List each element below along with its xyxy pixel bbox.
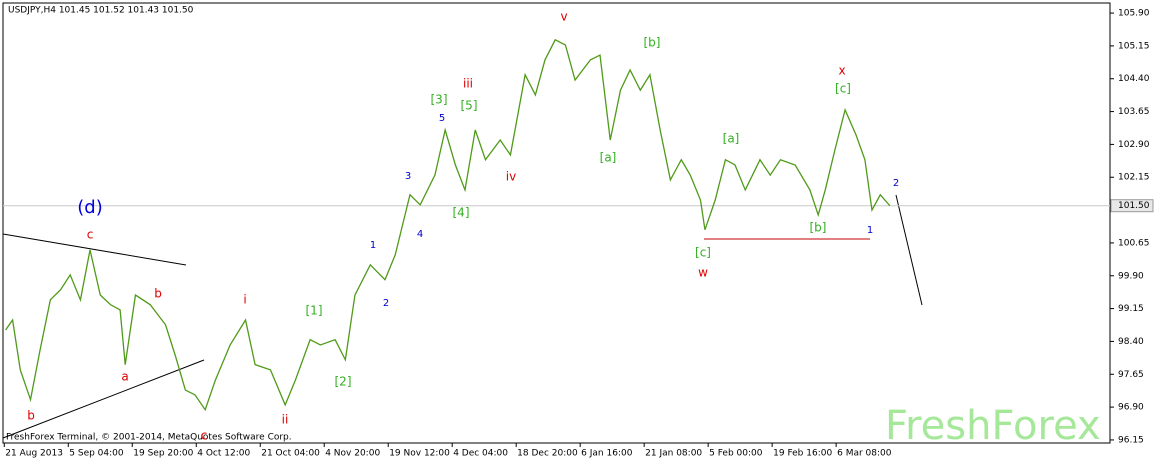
wave-label: [3]: [431, 93, 448, 107]
wave-label: iii: [463, 77, 473, 91]
x-tick-label: 19 Nov 12:00: [389, 449, 450, 459]
x-tick-label: 19 Sep 20:00: [133, 449, 193, 459]
y-tick-label: 102.90: [1118, 140, 1150, 150]
wave-label: [a]: [600, 151, 617, 165]
wave-label: 1: [370, 240, 376, 251]
wave-label: [2]: [335, 375, 352, 389]
x-tick-label: 6 Mar 08:00: [837, 449, 892, 459]
x-tick-label: 5 Sep 04:00: [69, 449, 124, 459]
x-tick-label: 5 Feb 00:00: [709, 449, 763, 459]
y-tick-label: 96.15: [1118, 435, 1144, 445]
y-tick-label: 105.90: [1118, 9, 1150, 19]
wave-label: a: [121, 370, 128, 384]
trend-line: [2, 233, 187, 266]
y-tick-label: 104.40: [1118, 74, 1150, 84]
x-tick-label: 19 Feb 16:00: [773, 449, 832, 459]
x-tick-label: 6 Jan 16:00: [581, 449, 633, 459]
wave-label: c: [87, 228, 94, 242]
y-tick-label: 100.65: [1118, 238, 1150, 248]
y-tick-label: 98.40: [1118, 337, 1144, 347]
wave-label: c: [201, 429, 208, 443]
wave-label: [a]: [723, 132, 740, 146]
y-tick-label: 99.90: [1118, 271, 1144, 281]
y-tick-label: 96.90: [1118, 403, 1144, 413]
wave-label: [b]: [644, 36, 661, 50]
wave-label: 2: [893, 178, 899, 189]
copyright: FreshForex Terminal, © 2001-2014, MetaQu…: [6, 433, 292, 443]
wave-label: ii: [282, 413, 289, 427]
x-tick-label: 18 Dec 20:00: [517, 449, 578, 459]
plot-frame: [2, 2, 1111, 444]
wave-label: b: [154, 287, 162, 301]
y-tick-label: 99.15: [1118, 304, 1144, 314]
y-tick-label: 97.65: [1118, 370, 1144, 380]
wave-label: [c]: [695, 246, 711, 260]
price-line-series: [5, 38, 891, 412]
y-tick-label: 103.65: [1118, 107, 1150, 117]
wave-label: v: [560, 10, 567, 24]
wave-label: i: [243, 293, 246, 307]
y-tick-label: 102.15: [1118, 173, 1150, 183]
wave-label: [b]: [810, 221, 827, 235]
wave-label: x: [838, 64, 845, 78]
x-tick-label: 4 Dec 04:00: [453, 449, 508, 459]
wave-label: [5]: [461, 99, 478, 113]
wave-label: [4]: [453, 206, 470, 220]
wave-label: w: [698, 266, 708, 280]
price-label-box: [1110, 199, 1154, 213]
x-tick-label: 21 Jan 08:00: [645, 449, 702, 459]
wave-label: 1: [867, 225, 873, 236]
wave-label: 3: [405, 171, 411, 182]
wave-label: iv: [506, 170, 516, 184]
chart-title: USDJPY,H4 101.45 101.52 101.43 101.50: [8, 6, 194, 16]
x-tick-label: 4 Nov 20:00: [325, 449, 380, 459]
wave-label: [1]: [306, 304, 323, 318]
wave-label: 4: [417, 229, 423, 240]
wave-label: [c]: [835, 82, 851, 96]
wave-label: (d): [77, 197, 102, 218]
wave-label: 5: [439, 113, 445, 124]
x-tick-label: 21 Aug 2013: [5, 449, 63, 459]
wave-label: b: [27, 409, 35, 423]
watermark: FreshForex: [885, 403, 1101, 449]
x-tick-label: 21 Oct 04:00: [261, 449, 320, 459]
trend-line: [2, 359, 205, 439]
price-label: 101.50: [1118, 201, 1150, 211]
projection-line: [895, 194, 923, 306]
wave-label: 2: [383, 298, 389, 309]
y-tick-label: 105.15: [1118, 41, 1150, 51]
x-tick-label: 4 Oct 12:00: [197, 449, 250, 459]
